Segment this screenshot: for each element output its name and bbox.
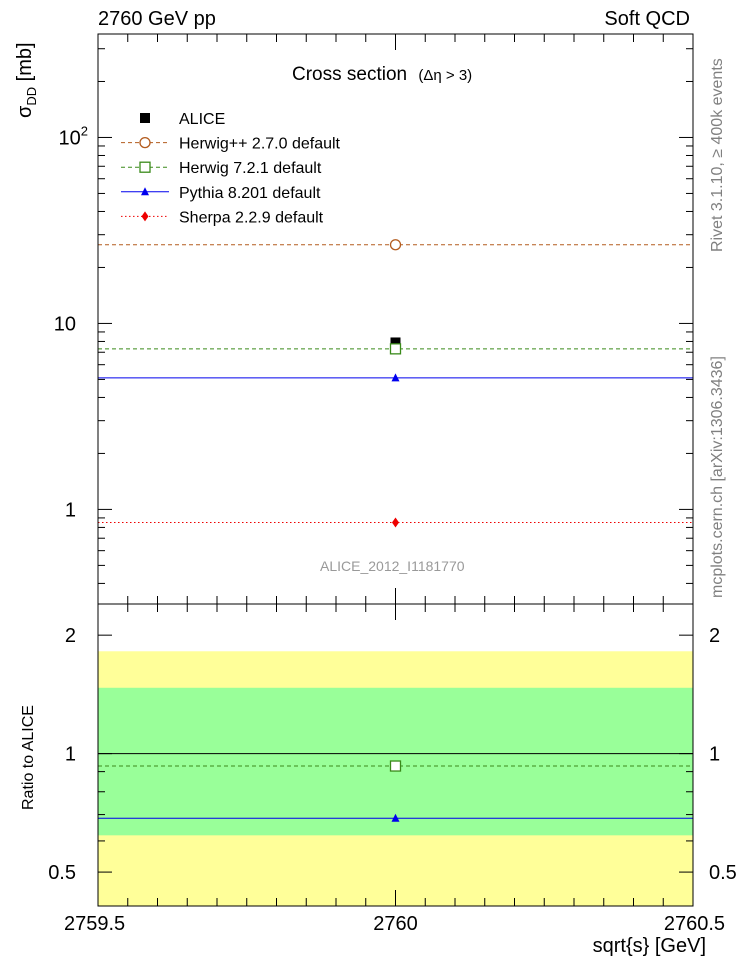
x-tick-label: 2760 [373, 913, 418, 935]
ratio-y-tick-label: 1 [709, 744, 720, 766]
legend-marker-pythia-8-201-default [141, 187, 149, 196]
data-point-pythia-8-201-default [391, 373, 400, 382]
ratio-y-axis-label: Ratio to ALICE [20, 705, 37, 810]
y-axis-label: σDD [mb] [14, 42, 39, 118]
legend-label-herwig-7-2-1-default: Herwig 7.2.1 default [179, 160, 322, 177]
y-axis-label-symbol: σ [14, 105, 36, 118]
y-tick-label: 102 [59, 123, 88, 149]
data-point-herwig-7-2-1-default [389, 343, 402, 355]
legend-label-herwig-2-7-0-default: Herwig++ 2.7.0 default [179, 136, 341, 153]
y-axis-label-subscript: DD [24, 86, 39, 106]
y-axis-label-unit: [mb] [14, 42, 36, 82]
legend: ALICE Herwig++ 2.7.0 default Herwig 7.2.1 … [121, 111, 341, 226]
ratio-bands [98, 651, 693, 906]
ratio-y-tick-label: 2 [709, 625, 720, 647]
legend-label-sherpa-2-2-9-default: Sherpa 2.2.9 default [179, 209, 324, 226]
legend-marker-alice [140, 113, 150, 123]
y-tick-label: 10 [54, 313, 76, 335]
axis-ticks: 1 10 102 0.5 0.5 1 1 2 2 2759.5 2760 2760.5 [48, 34, 737, 935]
legend-label-alice: ALICE [179, 111, 225, 128]
header-left: 2760 GeV pp [98, 8, 216, 30]
ratio-point-herwig-7-2-1-default [389, 760, 402, 772]
ratio-y-tick-label: 2 [65, 625, 76, 647]
x-tick-label: 2759.5 [64, 913, 125, 935]
legend-marker-herwig-7-2-1-default [139, 161, 151, 173]
y-tick-label: 1 [65, 499, 76, 521]
data-point-herwig-2-7-0-default [389, 239, 402, 251]
header-right: Soft QCD [604, 8, 690, 30]
data-point-alice [390, 337, 401, 348]
ratio-point-pythia-8-201-default [391, 813, 400, 822]
chart-title: Cross section (Δη > 3) [292, 64, 472, 86]
legend-marker-sherpa-2-2-9-default [141, 211, 149, 222]
rivet-label: Rivet 3.1.10, ≥ 400k events [709, 58, 726, 252]
legend-marker-herwig-2-7-0-default [139, 136, 151, 149]
chart-title-note: (Δη > 3) [418, 67, 473, 84]
analysis-label: ALICE_2012_I1181770 [320, 558, 465, 574]
chart-title-text: Cross section [292, 64, 408, 85]
data-markers [389, 239, 402, 822]
data-point-sherpa-2-2-9-default [392, 517, 399, 528]
mcplots-label: mcplots.cern.ch [arXiv:1306.3436] [709, 356, 726, 598]
ratio-y-tick-label: 0.5 [48, 862, 76, 884]
ratio-y-tick-label: 0.5 [709, 862, 737, 884]
x-tick-label: 2760.5 [664, 913, 725, 935]
x-axis-label: sqrt{s} [GeV] [592, 935, 706, 957]
ratio-y-tick-label: 1 [65, 744, 76, 766]
legend-label-pythia-8-201-default: Pythia 8.201 default [179, 185, 321, 202]
